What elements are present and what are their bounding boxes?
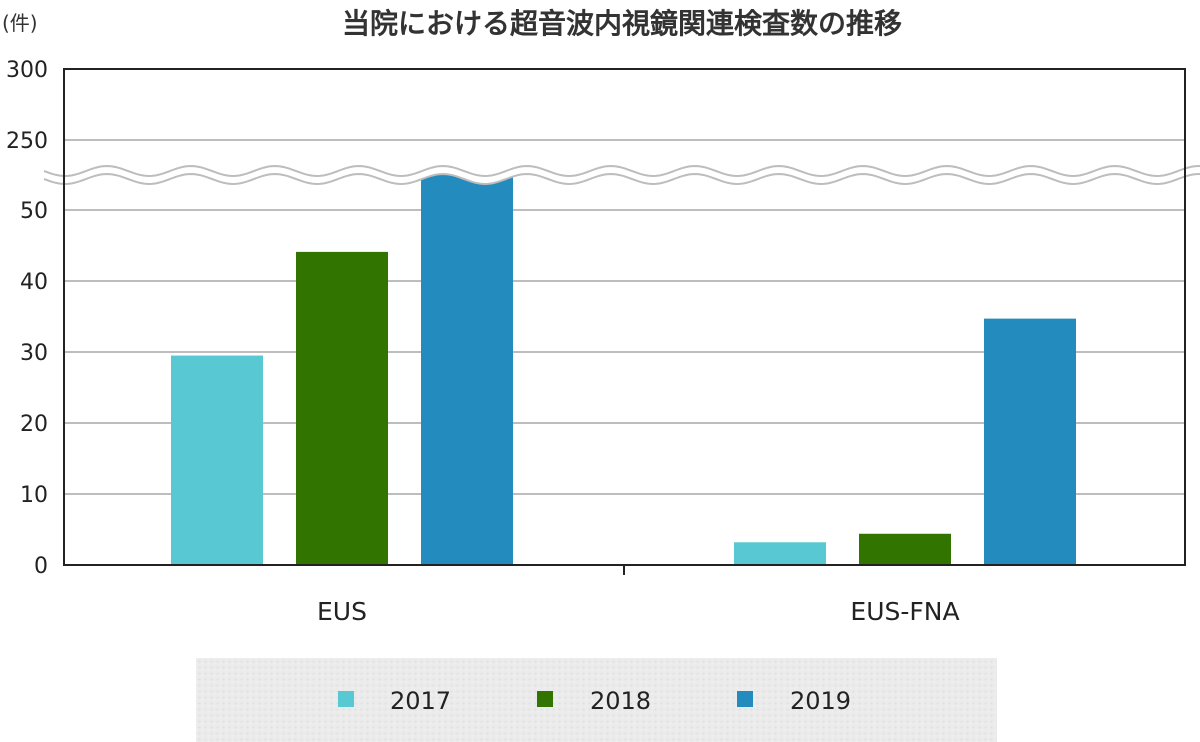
category-label-eus-fna: EUS-FNA: [850, 597, 959, 626]
legend-swatch-2017: [338, 691, 354, 707]
y-tick-label: 40: [20, 270, 48, 295]
category-label-eus: EUS: [317, 597, 367, 626]
y-axis-unit: (件): [2, 11, 38, 35]
y-axis-ticks: 0 10 20 30 40 50 250 300: [6, 58, 48, 579]
bars: [171, 175, 1076, 565]
y-tick-label: 0: [34, 554, 48, 579]
bar-2018-eus-fna: [859, 533, 951, 565]
legend-label-2018: 2018: [590, 687, 651, 715]
bar-2018-eus: [296, 251, 388, 565]
legend-swatch-2019: [737, 691, 753, 707]
axis-break-mark: [43, 165, 1200, 185]
bar-2019-eus-fna: [984, 318, 1076, 565]
legend-box: [196, 658, 997, 742]
legend-swatch-2018: [537, 691, 553, 707]
chart-title: 当院における超音波内視鏡関連検査数の推移: [342, 7, 902, 40]
y-tick-label: 300: [6, 58, 48, 83]
legend-label-2019: 2019: [790, 687, 851, 715]
bar-2019-eus: [421, 175, 513, 565]
bar-2017-eus: [171, 355, 263, 565]
y-tick-label: 30: [20, 341, 48, 366]
y-tick-label: 10: [20, 483, 48, 508]
y-tick-label: 50: [20, 199, 48, 224]
y-tick-label: 20: [20, 412, 48, 437]
legend-label-2017: 2017: [390, 687, 451, 715]
bar-2017-eus-fna: [734, 542, 826, 565]
y-tick-label: 250: [6, 129, 48, 154]
